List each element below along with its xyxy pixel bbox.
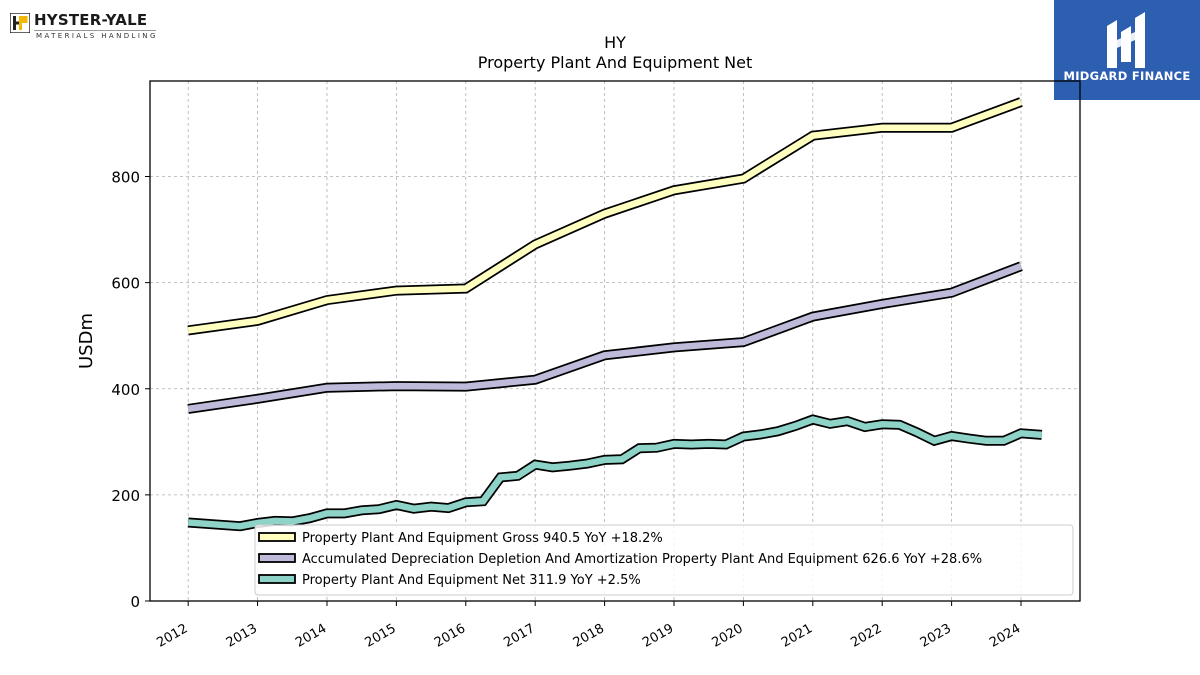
legend-swatch-2 — [258, 553, 296, 563]
x-axis: 2012 2013 2014 2015 2016 2017 2018 2019 2020 2021… — [154, 601, 1023, 651]
y-tick-label: 800 — [111, 169, 140, 187]
chart-subtitle: Property Plant And Equipment Net — [478, 53, 753, 72]
x-tick-label: 2022 — [848, 621, 884, 651]
series-line-outline-3 — [187, 414, 1043, 532]
x-tick-label: 2017 — [501, 621, 537, 651]
hyster-yale-logo-subtitle: MATERIALS HANDLING — [36, 32, 158, 40]
legend-box — [254, 524, 1074, 596]
x-tick-label: 2015 — [363, 621, 399, 651]
series-line-1 — [187, 98, 1023, 334]
hyster-yale-logo-rule — [34, 30, 156, 31]
x-tick-label: 2012 — [154, 621, 190, 651]
legend-swatch-3 — [258, 574, 296, 584]
x-tick-label: 2016 — [432, 621, 468, 651]
x-tick-label: 2014 — [293, 621, 329, 651]
y-tick-label: 600 — [111, 275, 140, 293]
hyster-yale-logo-name: HYSTER-YALE — [34, 11, 148, 29]
legend: Property Plant And Equipment Gross 940.5… — [254, 524, 1074, 596]
x-tick-label: 2024 — [987, 621, 1023, 651]
y-axis-label: USDm — [76, 313, 97, 369]
plot-frame — [149, 80, 1081, 602]
y-tick-label: 200 — [111, 487, 140, 505]
legend-swatch-1 — [258, 532, 296, 542]
x-tick-label: 2013 — [224, 621, 260, 651]
legend-label-1: Property Plant And Equipment Gross 940.5… — [302, 531, 663, 546]
midgard-logo-icon — [1107, 12, 1145, 68]
legend-label-3: Property Plant And Equipment Net 311.9 Y… — [302, 573, 641, 588]
x-tick-label: 2019 — [640, 621, 676, 651]
chart-title: HY — [604, 33, 626, 52]
x-tick-label: 2018 — [571, 621, 607, 651]
midgard-finance-logo-name: MIDGARD FINANCE — [1063, 69, 1191, 83]
x-tick-label: 2021 — [779, 621, 815, 651]
y-tick-label: 400 — [111, 381, 140, 399]
midgard-finance-logo: MIDGARD FINANCE — [1054, 0, 1200, 100]
x-tick-label: 2020 — [710, 621, 746, 651]
series-line-2 — [187, 263, 1023, 413]
x-tick-label: 2023 — [918, 621, 954, 651]
y-axis: 0 200 400 600 800 — [111, 169, 150, 611]
y-tick-label: 0 — [130, 593, 140, 611]
series-line-3 — [187, 416, 1043, 530]
legend-label-2: Accumulated Depreciation Depletion And A… — [302, 552, 982, 567]
series-lines — [187, 97, 1043, 532]
hyster-yale-logo: HYSTER-YALE MATERIALS HANDLING — [8, 10, 158, 44]
hyster-yale-logo-icon — [10, 13, 30, 33]
